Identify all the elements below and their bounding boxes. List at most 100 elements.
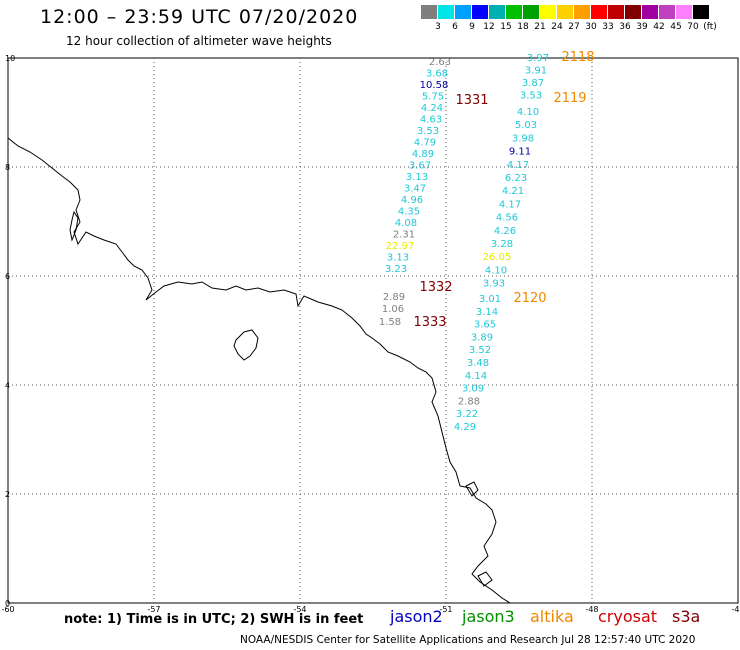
wave-height-value: 3.48	[467, 358, 489, 369]
satellite-legend-jason2: jason2	[390, 607, 443, 626]
wave-height-value: 3.87	[522, 78, 544, 89]
color-scale-label: 45	[670, 22, 682, 32]
color-swatch	[642, 5, 658, 19]
wave-height-value: 1.06	[382, 304, 404, 315]
longitude-tick: -51	[439, 605, 452, 614]
wave-height-value: 3.01	[479, 294, 501, 305]
wave-height-value: 4.14	[465, 371, 487, 382]
color-swatch	[574, 5, 590, 19]
wave-height-value: 3.93	[483, 279, 505, 290]
wave-height-value: 2.89	[383, 292, 405, 303]
wave-height-value: 4.10	[485, 265, 507, 276]
wave-height-value: 3.47	[404, 184, 426, 195]
longitude-tick: -54	[293, 605, 306, 614]
longitude-tick: -48	[585, 605, 598, 614]
wave-height-value: 10.58	[420, 80, 449, 91]
credit-text: NOAA/NESDIS Center for Satellite Applica…	[240, 634, 696, 646]
color-swatch	[693, 5, 709, 19]
wave-height-value: 4.21	[502, 186, 524, 197]
color-swatch	[625, 5, 641, 19]
wave-height-value: 6.23	[505, 173, 527, 184]
wave-height-value: 4.89	[412, 149, 434, 160]
color-scale-label: 18	[517, 22, 529, 32]
track-id-label: 1332	[419, 280, 452, 295]
track-id-label: 1331	[455, 93, 488, 108]
wave-height-value: 4.17	[507, 160, 529, 171]
map-frame	[7, 57, 739, 604]
wave-height-value: 9.11	[509, 147, 531, 158]
wave-height-value: 4.26	[494, 226, 516, 237]
wave-height-value: 4.56	[496, 213, 518, 224]
map-subtitle: 12 hour collection of altimeter wave hei…	[66, 34, 332, 48]
latitude-tick-labels: 0 2 4 6 8 10	[5, 54, 15, 608]
wave-height-value: 2.31	[393, 230, 415, 241]
color-scale-label: (ft)	[703, 22, 717, 32]
color-scale-label: 12	[483, 22, 495, 32]
longitude-tick: -45	[731, 605, 740, 614]
wave-height-value: 3.91	[525, 66, 547, 77]
wave-height-value: 3.67	[409, 161, 431, 172]
longitude-tick-labels: -60 -57 -54 -51 -48 -45	[1, 605, 740, 614]
color-swatch	[591, 5, 607, 19]
grid-lines	[8, 58, 738, 603]
color-swatch	[608, 5, 624, 19]
latitude-tick: 0	[5, 599, 10, 608]
color-swatch	[472, 5, 488, 19]
wave-height-value: 4.17	[499, 199, 521, 210]
wave-height-value: 3.52	[469, 345, 491, 356]
wave-height-value: 26.05	[483, 252, 512, 263]
color-scale-label: 6	[452, 22, 458, 32]
wave-height-value: 5.03	[515, 120, 537, 131]
satellite-legend-altika: altika	[530, 607, 574, 626]
color-scale-label: 39	[636, 22, 648, 32]
color-scale-label: 24	[551, 22, 563, 32]
wave-height-value: 4.63	[420, 115, 442, 126]
coastline	[7, 137, 511, 604]
longitude-tick: -60	[1, 605, 14, 614]
wave-height-value: 1.58	[379, 317, 401, 328]
color-scale-label: 30	[585, 22, 597, 32]
latitude-tick: 6	[5, 272, 10, 281]
wave-height-value: 3.13	[387, 253, 409, 264]
color-scale-label: 70	[687, 22, 699, 32]
satellite-legend-cryosat: cryosat	[598, 607, 658, 626]
color-swatch	[421, 5, 437, 19]
wave-height-value: 4.08	[395, 218, 417, 229]
color-swatch	[659, 5, 675, 19]
wave-height-value: 4.35	[398, 207, 420, 218]
wave-height-value: 3.14	[476, 307, 498, 318]
longitude-tick: -57	[147, 605, 160, 614]
map-title: 12:00 – 23:59 UTC 07/20/2020	[40, 6, 359, 28]
wave-height-value: 3.68	[426, 69, 448, 80]
wave-height-value: 4.79	[414, 138, 436, 149]
satellite-legend-s3a: s3a	[672, 607, 701, 626]
wave-height-value: 3.23	[385, 264, 407, 275]
color-swatch	[489, 5, 505, 19]
latitude-tick: 2	[5, 490, 10, 499]
wave-height-value: 3.97	[527, 53, 549, 64]
wave-height-value: 4.29	[454, 422, 476, 433]
color-scale-label: 33	[602, 22, 614, 32]
color-scale-label: 27	[568, 22, 580, 32]
track-id-label: 2118	[561, 50, 594, 65]
wave-height-value: 3.28	[491, 239, 513, 250]
color-swatch	[438, 5, 454, 19]
wave-height-value: 2.63	[429, 57, 451, 68]
color-scale-bar	[421, 5, 710, 19]
wave-height-value: 3.65	[474, 320, 496, 331]
wave-height-value: 2.88	[458, 396, 480, 407]
color-swatch	[557, 5, 573, 19]
latitude-tick: 10	[5, 54, 15, 63]
wave-height-value: 3.53	[417, 126, 439, 137]
wave-height-value: 22.97	[386, 241, 415, 252]
color-swatch	[540, 5, 556, 19]
latitude-tick: 8	[5, 163, 10, 172]
color-scale-label: 42	[653, 22, 665, 32]
color-scale-label: 36	[619, 22, 631, 32]
wave-height-value: 3.09	[462, 384, 484, 395]
color-swatch	[455, 5, 471, 19]
color-scale-label: 21	[534, 22, 546, 32]
track-id-label: 1333	[413, 315, 446, 330]
wave-height-value: 3.53	[520, 91, 542, 102]
